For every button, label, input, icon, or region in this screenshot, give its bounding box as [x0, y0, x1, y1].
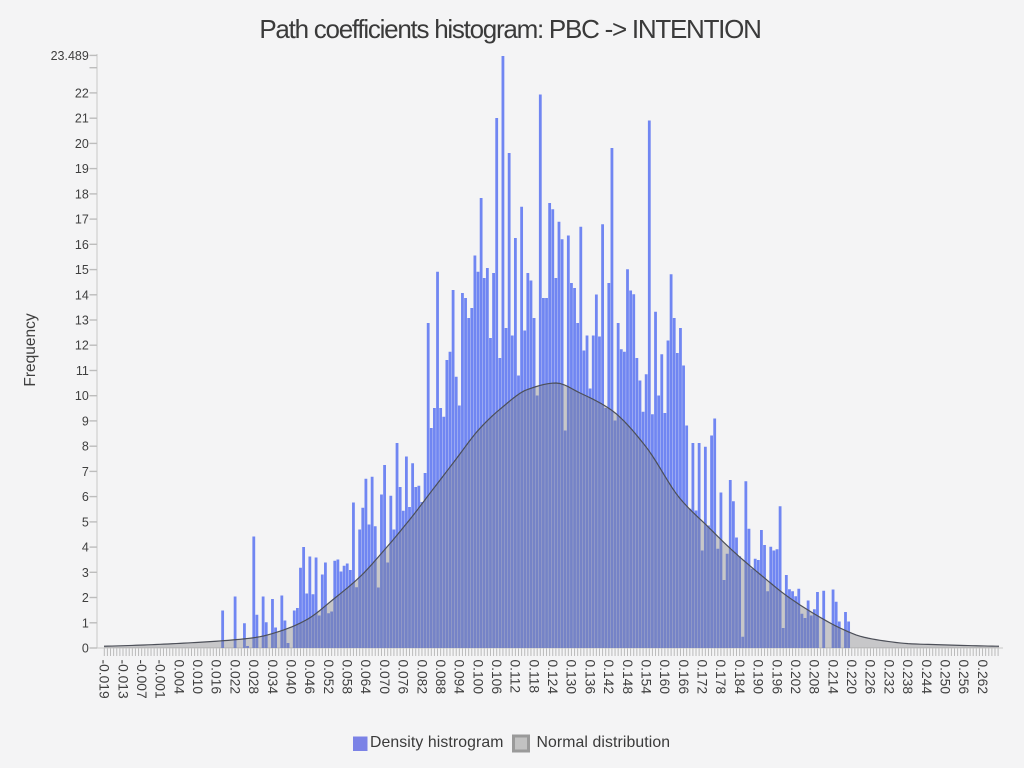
svg-text:0.130: 0.130 — [564, 660, 579, 695]
svg-text:11: 11 — [76, 364, 89, 378]
svg-text:0.010: 0.010 — [190, 660, 205, 695]
svg-text:0.124: 0.124 — [545, 660, 560, 695]
svg-text:7: 7 — [82, 465, 89, 479]
svg-text:0.160: 0.160 — [657, 660, 672, 695]
svg-text:0.004: 0.004 — [171, 660, 186, 695]
svg-text:0: 0 — [82, 642, 89, 656]
svg-text:17: 17 — [75, 213, 89, 227]
svg-text:0.208: 0.208 — [807, 660, 822, 695]
svg-text:0.154: 0.154 — [639, 660, 654, 695]
svg-text:4: 4 — [82, 541, 89, 555]
svg-text:20: 20 — [75, 137, 89, 151]
svg-text:0.016: 0.016 — [209, 660, 224, 695]
svg-text:15: 15 — [75, 263, 89, 277]
svg-text:12: 12 — [75, 339, 89, 353]
svg-text:18: 18 — [75, 187, 89, 201]
svg-text:0.166: 0.166 — [676, 660, 691, 695]
svg-text:-0.019: -0.019 — [97, 660, 112, 699]
svg-text:14: 14 — [75, 288, 89, 302]
svg-text:0.100: 0.100 — [470, 660, 485, 695]
svg-text:0.076: 0.076 — [396, 660, 411, 695]
svg-text:0.232: 0.232 — [881, 660, 896, 695]
svg-text:10: 10 — [75, 389, 89, 403]
svg-text:Frequency: Frequency — [22, 313, 39, 386]
svg-text:0.028: 0.028 — [246, 660, 261, 695]
svg-text:0.070: 0.070 — [377, 660, 392, 695]
svg-text:0.250: 0.250 — [938, 660, 953, 695]
svg-text:0.196: 0.196 — [769, 660, 784, 695]
svg-text:-0.001: -0.001 — [153, 660, 168, 699]
svg-text:19: 19 — [75, 162, 89, 176]
svg-text:0.034: 0.034 — [265, 660, 280, 695]
svg-text:-0.013: -0.013 — [115, 660, 130, 699]
svg-text:8: 8 — [82, 440, 89, 454]
svg-text:0.256: 0.256 — [956, 660, 971, 695]
svg-text:Path coefficients histogram: P: Path coefficients histogram: PBC -> INTE… — [259, 14, 760, 44]
svg-text:0.106: 0.106 — [489, 660, 504, 695]
svg-text:0.082: 0.082 — [414, 660, 429, 695]
svg-text:0.112: 0.112 — [508, 660, 523, 694]
svg-text:0.238: 0.238 — [900, 660, 915, 695]
svg-text:0.172: 0.172 — [695, 660, 710, 695]
svg-text:Density histrogram: Density histrogram — [370, 734, 503, 751]
svg-text:0.142: 0.142 — [601, 660, 616, 695]
svg-text:0.094: 0.094 — [452, 660, 467, 695]
svg-text:0.220: 0.220 — [844, 660, 859, 695]
svg-text:13: 13 — [75, 314, 89, 328]
svg-text:16: 16 — [75, 238, 89, 252]
svg-text:0.064: 0.064 — [358, 660, 373, 695]
svg-text:2: 2 — [82, 591, 89, 605]
svg-text:0.052: 0.052 — [321, 660, 336, 695]
svg-text:21: 21 — [75, 112, 89, 126]
svg-text:0.040: 0.040 — [284, 660, 299, 695]
svg-text:0.244: 0.244 — [919, 660, 934, 695]
svg-text:9: 9 — [82, 414, 89, 428]
svg-text:5: 5 — [82, 515, 89, 529]
svg-text:0.190: 0.190 — [751, 660, 766, 695]
svg-text:0.148: 0.148 — [620, 660, 635, 695]
svg-text:0.178: 0.178 — [713, 660, 728, 695]
svg-text:0.202: 0.202 — [788, 660, 803, 695]
svg-text:23.489: 23.489 — [51, 49, 89, 63]
svg-text:0.184: 0.184 — [732, 660, 747, 695]
svg-text:1: 1 — [82, 616, 89, 630]
svg-text:0.136: 0.136 — [582, 660, 597, 695]
svg-text:0.262: 0.262 — [975, 660, 990, 695]
svg-text:Normal distribution: Normal distribution — [537, 734, 671, 751]
svg-text:0.058: 0.058 — [340, 660, 355, 695]
svg-text:3: 3 — [82, 566, 89, 580]
svg-text:0.088: 0.088 — [433, 660, 448, 695]
svg-text:0.022: 0.022 — [227, 660, 242, 695]
svg-text:-0.007: -0.007 — [134, 660, 149, 699]
svg-text:0.226: 0.226 — [863, 660, 878, 695]
svg-text:0.214: 0.214 — [825, 660, 840, 695]
svg-text:6: 6 — [82, 490, 89, 504]
svg-text:22: 22 — [75, 86, 89, 100]
svg-text:0.118: 0.118 — [526, 660, 541, 694]
svg-text:0.046: 0.046 — [302, 660, 317, 695]
